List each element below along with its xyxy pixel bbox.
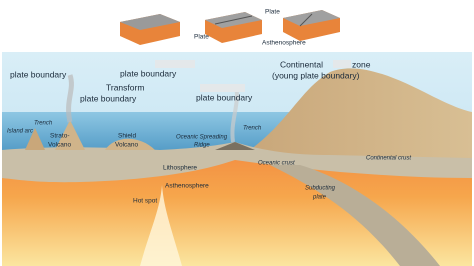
label: Hot spot xyxy=(133,198,157,205)
label: Asthenosphere xyxy=(165,183,209,190)
label: Lithosphere xyxy=(163,165,197,172)
top-blocks: Plate Plate Asthenosphere xyxy=(120,9,340,47)
label: Continental crust xyxy=(366,156,411,162)
label: zone xyxy=(352,59,371,69)
cross-section xyxy=(2,52,472,266)
label: plate boundary xyxy=(80,93,137,103)
label: Ridge xyxy=(194,143,210,149)
label: plate boundary xyxy=(120,68,177,78)
label: Trench xyxy=(34,121,53,127)
label: plate boundary xyxy=(10,69,67,79)
label: Subducting xyxy=(305,186,336,192)
top-label: Plate xyxy=(194,34,209,41)
label: Trench xyxy=(243,126,262,132)
label: Volcano xyxy=(115,142,139,149)
top-label: Plate xyxy=(265,9,280,16)
label: Volcano xyxy=(48,142,72,149)
label: Shield xyxy=(118,133,136,140)
label: plate xyxy=(312,195,327,201)
label: Oceanic Spreading xyxy=(176,135,228,141)
label: Continental xyxy=(280,59,323,69)
label: (young plate boundary) xyxy=(272,70,360,80)
label: Oceanic crust xyxy=(258,161,295,167)
label: Island arc xyxy=(7,129,33,135)
labels: plate boundary plate boundary Transform … xyxy=(7,59,411,204)
label: Transform xyxy=(106,82,144,92)
label: plate boundary xyxy=(196,92,253,102)
top-label: Asthenosphere xyxy=(262,40,306,47)
label: Strato- xyxy=(50,133,70,140)
